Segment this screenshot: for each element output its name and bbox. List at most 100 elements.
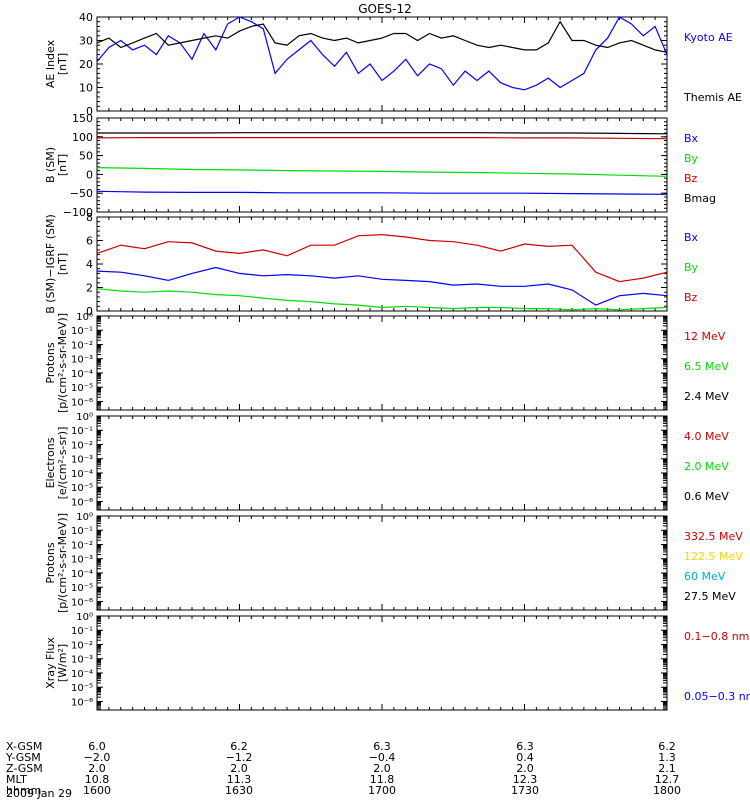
footer-date: 2009 Jan 29: [6, 787, 72, 800]
footer-value: 6.2: [230, 740, 248, 753]
y-tick-label: 10⁻¹: [71, 526, 93, 537]
legend-entry: 122.5 MeV: [684, 550, 743, 563]
y-tick-label: 10⁶: [76, 312, 93, 323]
y-tick-label: 10⁰: [76, 612, 93, 623]
legend-entry: Bx: [684, 132, 699, 145]
footer-value: 1800: [653, 784, 681, 797]
footer-row-label: Y-GSM: [5, 751, 41, 764]
y-tick-label: 10⁻⁵: [71, 683, 93, 694]
y-tick-label: 10⁻⁶: [71, 497, 93, 508]
legend-entry: 2.0 MeV: [684, 460, 729, 473]
y-tick-label: 10⁰: [76, 412, 93, 423]
y-tick-label: 10⁻¹: [71, 426, 93, 437]
y-tick-label: 10⁻³: [71, 355, 93, 366]
legend-entry: Bx: [684, 231, 699, 244]
footer-row-label: hhmm: [6, 784, 41, 797]
panel-2: B (SM)[nT] Bx By Bz Bmag −100 −50 0 50 100 150: [44, 112, 716, 219]
y-tick-label: 8: [86, 211, 93, 224]
footer-value: 6.0: [88, 740, 106, 753]
legend-entry: 12 MeV: [684, 330, 726, 343]
y-tick-label: 10⁻²: [71, 640, 93, 651]
y-tick-label: 50: [79, 150, 93, 163]
y-tick-label: 0: [86, 305, 93, 318]
legend-entry: 0.6 MeV: [684, 490, 729, 503]
legend-entry: Bmag: [684, 192, 716, 205]
series-line: [96, 167, 668, 177]
legend-entry: 4.0 MeV: [684, 430, 729, 443]
y-tick-label: −100: [63, 206, 93, 219]
footer-value: 12.3: [513, 773, 538, 786]
y-tick-label: 10⁻⁴: [71, 669, 93, 680]
footer-value: −2.0: [84, 751, 111, 764]
footer-value: 2.0: [516, 762, 534, 775]
panel-frame: [96, 615, 668, 711]
footer-row-label: X-GSM: [6, 740, 42, 753]
y-axis-label: AE Index[nT]: [44, 39, 69, 88]
y-tick-label: 10⁻⁴: [71, 369, 93, 380]
footer-value: −1.2: [226, 751, 253, 764]
y-tick-label: 30: [79, 35, 93, 48]
y-tick-label: 10⁻⁶: [71, 397, 93, 408]
footer-value: 1730: [511, 784, 539, 797]
y-axis-label: Electrons[e/(cm²-s-sr)]: [44, 427, 69, 500]
y-tick-label: 10⁻⁵: [71, 383, 93, 394]
y-tick-label: 10⁻³: [71, 555, 93, 566]
series-line: [96, 20, 668, 53]
footer-value: 2.0: [88, 762, 106, 775]
legend-entry: 60 MeV: [684, 570, 726, 583]
y-tick-label: 10⁻²: [71, 440, 93, 451]
panel-4: Protons[p/(cm²-s-sr-MeV)] 12 MeV 6.5 MeV 2.…: [44, 312, 729, 413]
legend-entry: 332.5 MeV: [684, 530, 743, 543]
series-line: [96, 288, 668, 311]
series-line: [96, 233, 668, 283]
y-axis-label: Protons[p/(cm²-s-sr-MeV)]: [44, 313, 69, 413]
footer-value: 12.7: [655, 773, 680, 786]
legend-entry: Kyoto AE: [684, 31, 733, 44]
legend-entry: 0.1−0.8 nm: [684, 630, 749, 643]
y-tick-label: 0: [86, 105, 93, 118]
panel-3: B (SM)−IGRF (SM)[nT] Bx By Bz 0 2 4 6 8: [44, 211, 699, 318]
y-tick-label: 6: [86, 235, 93, 248]
legend-entry: By: [684, 261, 699, 274]
panel-7: Xray Flux[W/m²] 0.1−0.8 nm 0.05−0.3 nm 10⁰ 1…: [44, 612, 750, 711]
panel-frame: [96, 216, 668, 312]
panel-frame: [96, 16, 668, 112]
footer-value: 1600: [83, 784, 111, 797]
footer-value: 0.4: [516, 751, 534, 764]
panel-6: Protons[p/(cm²-s-sr-MeV)] 332.5 MeV 122.5 …: [44, 512, 743, 613]
legend-entry: 0.05−0.3 nm: [684, 690, 750, 703]
y-tick-label: 10⁻¹: [71, 326, 93, 337]
footer-value: 11.3: [227, 773, 252, 786]
footer-value: 1.3: [658, 751, 676, 764]
series-line: [96, 137, 668, 140]
legend-entry: 27.5 MeV: [684, 590, 736, 603]
y-tick-label: 0: [86, 168, 93, 181]
y-axis-label: Protons[p/(cm²-s-sr-MeV)]: [44, 513, 69, 613]
y-axis-label: Xray Flux[W/m²]: [44, 637, 69, 689]
panel-frame: [96, 515, 668, 611]
series-line: [96, 266, 668, 306]
y-tick-label: 2: [86, 282, 93, 295]
panel-frame: [96, 315, 668, 411]
footer-row-label: Z-GSM: [6, 762, 43, 775]
y-tick-label: 10⁻²: [71, 340, 93, 351]
orbit-footer: X-GSMY-GSMZ-GSMMLThhmm6.0−2.02.010.81600…: [5, 740, 681, 800]
y-tick-label: 10⁻⁵: [71, 583, 93, 594]
y-tick-label: 10⁻⁶: [71, 697, 93, 708]
footer-value: 6.3: [516, 740, 534, 753]
footer-value: 2.0: [373, 762, 391, 775]
footer-value: 10.8: [85, 773, 110, 786]
y-axis-label: B (SM)−IGRF (SM)[nT]: [44, 214, 69, 314]
footer-value: 6.3: [373, 740, 391, 753]
footer-value: 1700: [368, 784, 396, 797]
panel-1: AE Index[nT] Kyoto AE Themis AE 0 10 20 30 40: [44, 11, 742, 118]
footer-value: 2.0: [230, 762, 248, 775]
y-tick-label: 20: [79, 58, 93, 71]
y-tick-label: 150: [72, 112, 93, 125]
series-line: [96, 190, 668, 195]
footer-value: 1630: [225, 784, 253, 797]
y-tick-label: 10⁻³: [71, 455, 93, 466]
y-tick-label: 4: [86, 258, 93, 271]
y-tick-label: 10⁻¹: [71, 626, 93, 637]
panel-5: Electrons[e/(cm²-s-sr)] 4.0 MeV 2.0 MeV 0.6…: [44, 412, 729, 511]
